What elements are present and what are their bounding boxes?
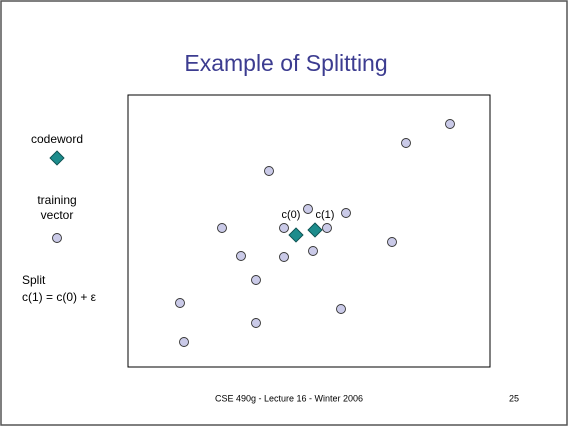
legend-diamond (49, 150, 65, 166)
codeword-c1 (307, 222, 323, 238)
legend-formula: c(1) = c(0) + ε (22, 290, 97, 304)
legend-vector: vector (41, 208, 74, 222)
point (279, 223, 289, 233)
legend-training: training (37, 193, 76, 207)
point (251, 318, 261, 328)
label-c1: c(1) (316, 209, 335, 221)
point (279, 252, 289, 262)
page-number: 25 (509, 393, 519, 403)
point (264, 166, 274, 176)
label-c0: c(0) (282, 209, 301, 221)
legend-codeword: codeword (31, 132, 83, 146)
legend-split: Split (22, 273, 46, 287)
point (322, 223, 332, 233)
training-points (175, 119, 455, 347)
point (217, 223, 227, 233)
point (179, 337, 189, 347)
legend-circle (52, 233, 62, 243)
point (387, 237, 397, 247)
footer-text: CSE 490g - Lecture 16 - Winter 2006 (215, 393, 363, 403)
point (175, 298, 185, 308)
point (236, 251, 246, 261)
point (341, 208, 351, 218)
point (445, 119, 455, 129)
slide-title: Example of Splitting (184, 50, 387, 76)
point (303, 204, 313, 214)
point (251, 275, 261, 285)
point (336, 304, 346, 314)
codeword-c0 (288, 227, 304, 243)
point (308, 246, 318, 256)
point (401, 138, 411, 148)
